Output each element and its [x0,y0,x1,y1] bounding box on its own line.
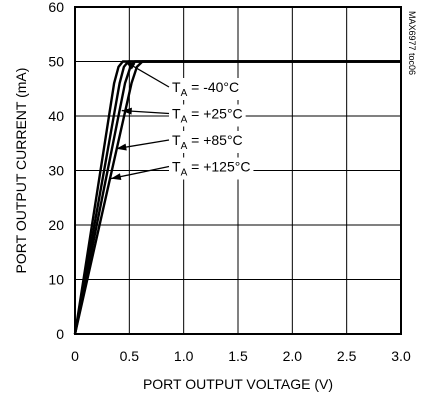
y-tick-label: 0 [56,326,64,342]
annotation-label: TA = +125°C [172,159,250,179]
y-tick-label: 40 [48,108,64,124]
curve-annotation: TA = +125°C [110,157,254,181]
x-tick-label: 0 [71,348,79,364]
y-tick-label: 50 [48,54,64,70]
series-line [73,60,401,335]
y-tick-labels: 0 10 20 30 40 50 60 [48,0,64,342]
annotation-label: TA = +85°C [172,132,243,152]
y-tick-label: 60 [48,0,64,15]
curve-annotation: TA = +85°C [116,131,246,153]
plot-frame [74,6,402,335]
x-tick-label: 1.5 [228,348,248,364]
figure-code: MAX6977 toc06 [407,11,417,75]
annotation-background [169,157,254,180]
x-tick-label: 1.0 [174,348,194,364]
annotation-arrowhead [124,61,136,70]
x-axis-label: PORT OUTPUT VOLTAGE (V) [143,376,333,392]
annotation-label: TA = +25°C [172,106,243,126]
annotation-background [169,78,243,100]
x-tick-label: 2.5 [337,348,357,364]
curve-annotation: TA = -40°C [124,60,243,100]
annotation-arrowhead [110,173,122,181]
annotation-background [169,131,246,153]
y-tick-label: 30 [48,163,64,179]
x-tick-label: 0.5 [120,348,140,364]
y-tick-label: 20 [48,217,64,233]
annotation-arrowhead [116,143,127,151]
x-tick-labels: 0 0.5 1.0 1.5 2.0 2.5 3.0 [71,348,411,364]
y-tick-label: 10 [48,272,64,288]
x-tick-label: 3.0 [391,348,411,364]
y-axis-label: PORT OUTPUT CURRENT (mA) [13,68,29,274]
annotations: TA = -40°C TA = +25°C TA = +85°C TA = +125°… [110,60,254,181]
annotation-label: TA = -40°C [172,79,239,99]
annotation-arrowhead [121,107,132,115]
x-tick-label: 2.0 [283,348,303,364]
annotation-background [169,104,246,127]
curve-annotation: TA = +25°C [121,104,246,127]
